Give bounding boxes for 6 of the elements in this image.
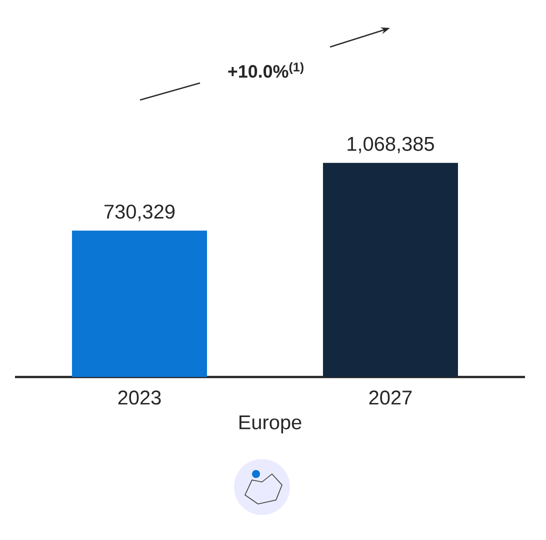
x-axis-title: Europe (240, 415, 302, 434)
data-label: 730,329 (104, 204, 175, 222)
text: +10.0%$^{(1)}$ (228, 62, 304, 78)
data-label: 1,068,385 (348, 136, 434, 154)
x-tick-label: 2027 (369, 390, 412, 405)
x-tick-label: 2023 (118, 390, 161, 405)
